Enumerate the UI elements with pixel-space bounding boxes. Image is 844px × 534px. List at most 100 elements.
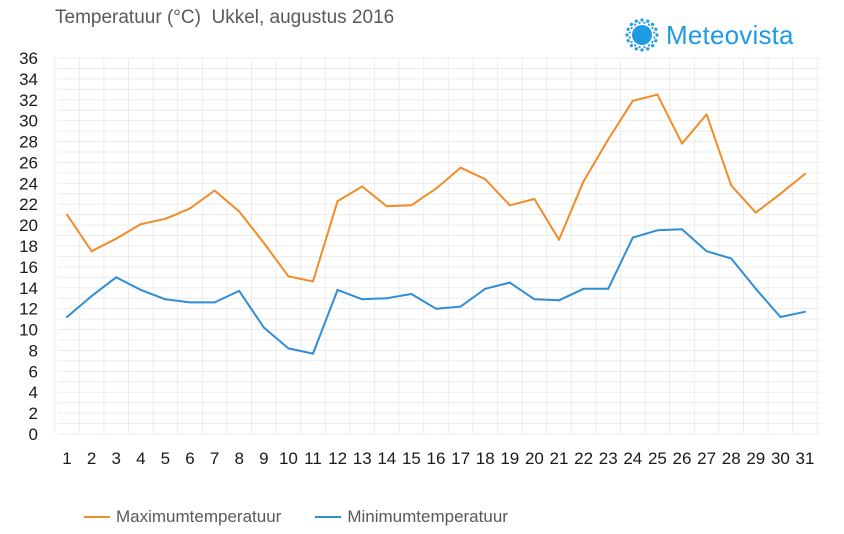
x-tick-label: 30 [771,449,790,468]
x-tick-label: 18 [476,449,495,468]
y-tick-label: 24 [19,174,38,193]
x-tick-label: 1 [62,449,71,468]
x-tick-label: 9 [259,449,268,468]
sun-ray [638,46,641,49]
sun-ray [646,19,650,23]
data-point [607,138,610,141]
y-tick-label: 8 [29,341,38,360]
legend: Maximumtemperatuur Minimumtemperatuur [84,507,542,527]
sun-ray [626,27,630,31]
data-point [459,305,462,308]
data-point [139,288,142,291]
data-point [558,238,560,241]
sun-ray [651,22,655,26]
x-tick-label: 22 [574,449,593,468]
x-tick-label: 5 [161,449,170,468]
data-point [312,352,314,355]
data-point [656,229,659,232]
x-tick-label: 7 [210,449,219,468]
data-point [484,287,487,290]
y-tick-label: 0 [29,425,38,444]
sun-ray [634,47,638,51]
x-tick-label: 2 [87,449,96,468]
data-point [90,250,93,253]
data-point [189,301,191,304]
series-lines [66,93,806,355]
x-tick-label: 4 [136,449,145,468]
data-point [164,217,167,220]
data-point [582,287,585,290]
y-tick-label: 2 [29,404,38,423]
legend-item-min: Minimumtemperatuur [315,507,508,527]
sun-ray [654,27,658,31]
sun-ray [643,46,646,49]
sun-icon [625,18,659,52]
legend-swatch-max [84,516,110,518]
y-tick-label: 36 [19,49,38,68]
x-tick-label: 27 [697,449,716,468]
sun-ray [640,18,644,22]
x-tick-label: 23 [599,449,618,468]
legend-label-min: Minimumtemperatuur [347,507,508,526]
y-tick-label: 20 [19,216,38,235]
data-point [164,298,167,301]
y-tick-label: 16 [19,258,38,277]
y-tick-label: 26 [19,153,38,172]
sun-ray [653,36,656,39]
sun-ray [654,39,658,43]
data-point [754,287,757,290]
brand-logo[interactable]: Meteovista [624,10,794,60]
sun-ray [640,48,644,52]
y-tick-label: 28 [19,133,38,152]
data-point [435,187,437,190]
brand-name: Meteovista [666,19,794,50]
data-point [238,289,241,292]
y-tick-label: 34 [19,70,38,89]
y-tick-label: 30 [19,112,38,131]
data-point [631,236,634,239]
sun-ray [651,44,655,48]
data-point [533,298,536,301]
sun-ray [629,22,633,26]
sun-ray [647,44,651,47]
sun-ray [630,40,633,44]
data-point [631,99,634,102]
data-point [558,299,560,302]
data-point [361,298,364,301]
data-point [804,310,806,313]
data-point [385,205,388,208]
x-axis: 1 2 3 4 5 6 7 8 9 10 11 12 13 14 15 16 17 18 19 20 21 22 23 24 2… [62,449,814,468]
data-point [730,184,733,187]
y-tick-label: 22 [19,195,38,214]
sun-ray [628,31,631,34]
legend-label-max: Maximumtemperatuur [116,507,282,526]
x-tick-label: 29 [746,449,765,468]
data-point [336,200,339,203]
data-point [312,280,314,283]
sun-ray [633,44,637,47]
sun-ray [646,47,650,51]
sun-ray [653,31,656,34]
data-point [213,189,216,192]
sun-ray [626,39,630,43]
sun-ray [638,21,641,24]
x-tick-label: 26 [673,449,692,468]
x-tick-label: 31 [796,449,815,468]
x-tick-label: 13 [353,449,372,468]
y-tick-label: 18 [19,237,38,256]
sun-ray [628,36,631,39]
data-point [705,250,708,253]
data-point [66,213,68,216]
legend-item-max: Maximumtemperatuur [84,507,281,527]
x-tick-label: 14 [377,449,396,468]
x-tick-label: 6 [185,449,194,468]
data-point [754,211,757,214]
legend-swatch-min [315,516,342,518]
data-point [287,347,290,350]
x-tick-label: 20 [525,449,544,468]
data-point [213,301,216,304]
data-point [336,288,339,291]
data-point [681,142,683,145]
data-point [533,198,536,200]
data-point [656,93,659,96]
